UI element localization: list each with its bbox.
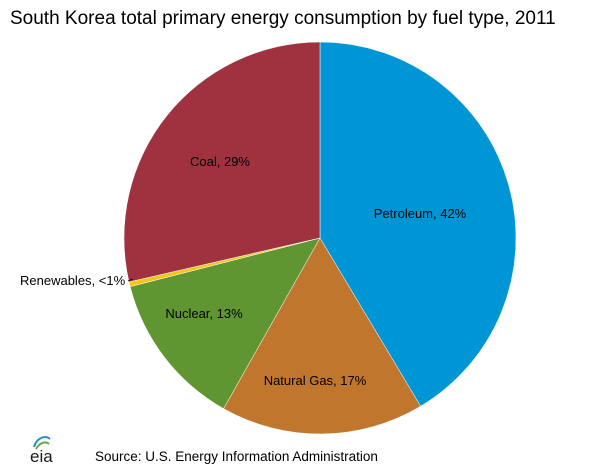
eia-logo: eia	[30, 436, 53, 465]
source-text: Source: U.S. Energy Information Administ…	[95, 449, 378, 464]
slice-label-natural-gas: Natural Gas, 17%	[264, 373, 367, 388]
eia-logo-swoosh-blue	[33, 436, 51, 448]
eia-logo-text: eia	[30, 447, 53, 465]
slice-label-petroleum: Petroleum, 42%	[374, 206, 467, 221]
pie-slice-nuclear	[129, 237, 321, 409]
eia-logo-swoosh-green	[35, 441, 50, 450]
slice-label-coal: Coal, 29%	[190, 154, 250, 169]
pie-slice-petroleum	[319, 41, 517, 407]
slice-label-nuclear: Nuclear, 13%	[165, 306, 243, 321]
pie-slice-coal	[123, 41, 321, 283]
pie-slice-natural-gas	[223, 237, 421, 435]
renewables-leader-line	[127, 278, 134, 282]
slice-label-renewables: Renewables, <1%	[20, 273, 126, 288]
chart-title: South Korea total primary energy consump…	[10, 8, 556, 29]
